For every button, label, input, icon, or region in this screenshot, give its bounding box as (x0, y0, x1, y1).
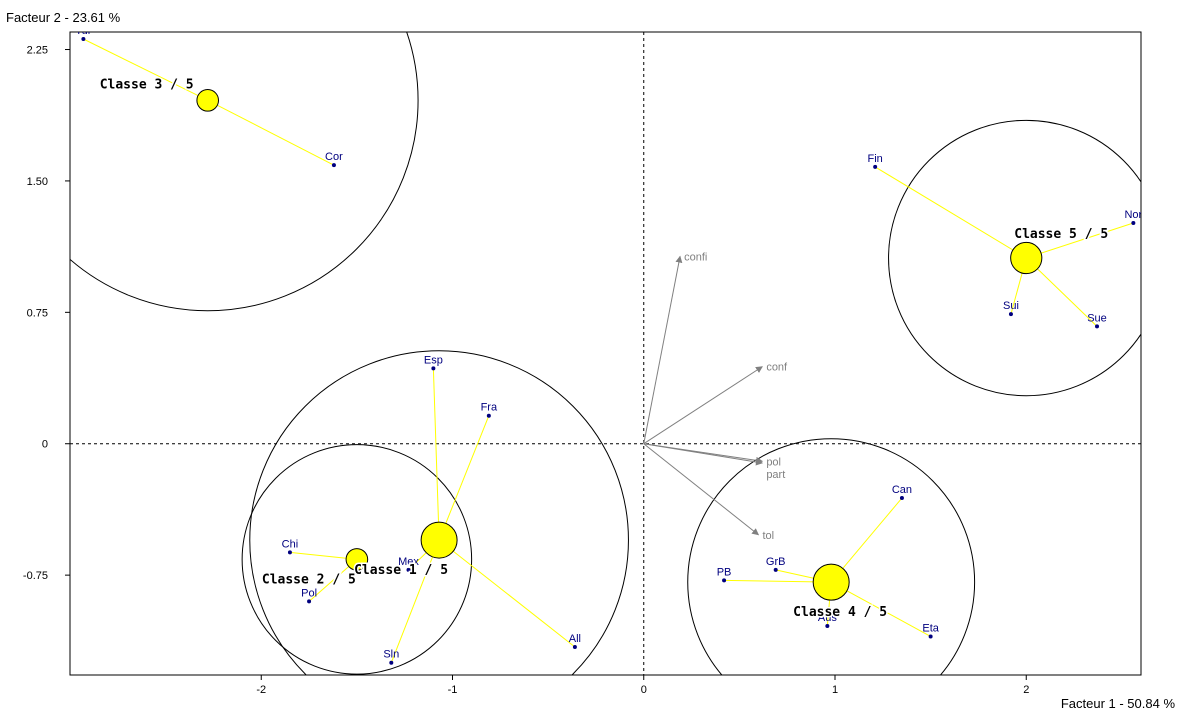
individual-point (899, 496, 904, 501)
individual-point (287, 550, 292, 555)
class-label: Classe 1 / 5 (354, 563, 448, 578)
individual-label: Mex (398, 556, 419, 568)
variable-label: part (766, 469, 785, 481)
class-circle (241, 444, 473, 675)
individual-point (406, 567, 411, 572)
x-tick-label: 2 (1023, 684, 1029, 696)
class-link (1025, 257, 1098, 327)
individual-label: Can (892, 484, 912, 496)
class-link (432, 368, 440, 541)
class-link (207, 99, 335, 166)
class-label: Classe 3 / 5 (100, 77, 194, 92)
variable-vector (643, 443, 760, 536)
individual-label: Fin (868, 153, 883, 165)
variable-vector (643, 443, 764, 466)
individual-label: Chi (282, 538, 299, 550)
class-centroid (1010, 241, 1043, 275)
x-axis-title: Facteur 1 - 50.84 % (1060, 696, 1175, 711)
variable-label: tol (763, 530, 775, 542)
individual-label: Fra (481, 402, 498, 414)
individual-label: GrB (766, 556, 786, 568)
class-label: Classe 2 / 5 (262, 572, 356, 587)
class-link (830, 581, 931, 637)
individual-point (873, 164, 878, 169)
class-link (438, 415, 490, 541)
class-link (83, 38, 208, 101)
x-tick-label: 0 (641, 684, 647, 696)
individual-label: Eta (922, 622, 939, 634)
individual-point (81, 37, 86, 42)
y-tick-label: 0 (42, 439, 48, 451)
individual-label: All (569, 633, 581, 645)
variable-vector (643, 255, 683, 444)
class-centroid (420, 521, 458, 559)
individual-point (572, 644, 577, 649)
individual-point (307, 599, 312, 604)
individual-label: Sln (383, 649, 399, 661)
individual-label: PB (717, 566, 732, 578)
individual-point (431, 366, 436, 371)
class-circle (249, 350, 629, 675)
individual-label: Aus (818, 612, 837, 624)
individual-point (722, 578, 727, 583)
y-axis-title: Facteur 2 - 23.61 % (6, 10, 121, 25)
variable-label: confi (684, 251, 707, 263)
individual-point (389, 660, 394, 665)
individual-label: Esp (424, 354, 443, 366)
class-circle (888, 119, 1141, 397)
y-tick-label: 2.25 (27, 45, 48, 57)
variable-label: pol (766, 456, 781, 468)
class-link (438, 539, 576, 648)
x-tick-label: -2 (256, 684, 266, 696)
class-centroid (196, 89, 219, 112)
class-link (390, 539, 440, 663)
individual-point (331, 163, 336, 168)
individual-label: Sui (1003, 300, 1019, 312)
class-circle (687, 438, 976, 675)
individual-point (1095, 324, 1100, 329)
variable-label: conf (766, 362, 788, 374)
individual-point (825, 623, 830, 628)
x-tick-label: -1 (448, 684, 458, 696)
individual-label: Tur (75, 25, 91, 37)
class-label: Classe 4 / 5 (793, 605, 887, 620)
individual-point (1008, 312, 1013, 317)
class-centroid (812, 563, 850, 601)
individual-point (773, 567, 778, 572)
class-link (874, 166, 1027, 259)
class-circle (70, 32, 419, 312)
class-centroid (345, 548, 369, 571)
class-label: Classe 5 / 5 (1014, 227, 1108, 242)
variable-vector (643, 366, 763, 445)
individual-point (928, 634, 933, 639)
individual-point (486, 413, 491, 418)
individual-point (1131, 220, 1136, 225)
y-tick-label: 0.75 (27, 307, 48, 319)
y-tick-label: -0.75 (23, 570, 48, 582)
individual-label: Cor (325, 151, 343, 163)
class-link (1026, 222, 1134, 259)
plot-frame (69, 31, 1142, 676)
individual-label: Pol (301, 587, 317, 599)
individual-label: Nor (1124, 209, 1142, 221)
individual-label: Sue (1087, 312, 1107, 324)
x-tick-label: 1 (832, 684, 838, 696)
y-tick-label: 1.50 (27, 176, 48, 188)
